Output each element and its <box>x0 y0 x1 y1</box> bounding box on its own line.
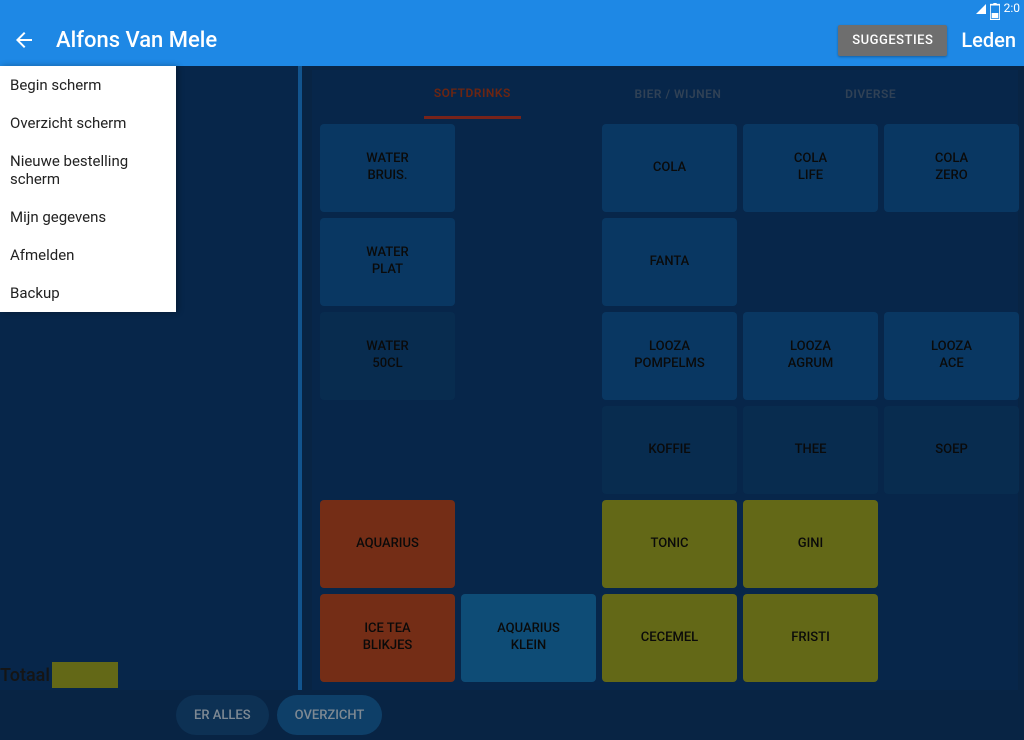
app-bar: Alfons Van Mele SUGGESTIES Leden <box>0 0 1024 66</box>
status-time: 2:0 <box>1004 1 1020 15</box>
menu-item[interactable]: Begin scherm <box>0 66 176 104</box>
leden-link[interactable]: Leden <box>961 28 1016 52</box>
menu-item[interactable]: Afmelden <box>0 236 176 274</box>
suggesties-button[interactable]: SUGGESTIES <box>838 25 947 56</box>
status-bar: 2:0 <box>976 0 1024 16</box>
menu-item[interactable]: Backup <box>0 274 176 312</box>
menu-item[interactable]: Nieuwe bestelling scherm <box>0 142 176 198</box>
menu-item[interactable]: Mijn gegevens <box>0 198 176 236</box>
dropdown-menu: Begin schermOverzicht schermNieuwe beste… <box>0 66 176 312</box>
page-title: Alfons Van Mele <box>56 28 217 53</box>
back-icon[interactable] <box>12 28 36 52</box>
battery-icon <box>990 3 1000 13</box>
signal-icon <box>976 3 986 13</box>
menu-item[interactable]: Overzicht scherm <box>0 104 176 142</box>
